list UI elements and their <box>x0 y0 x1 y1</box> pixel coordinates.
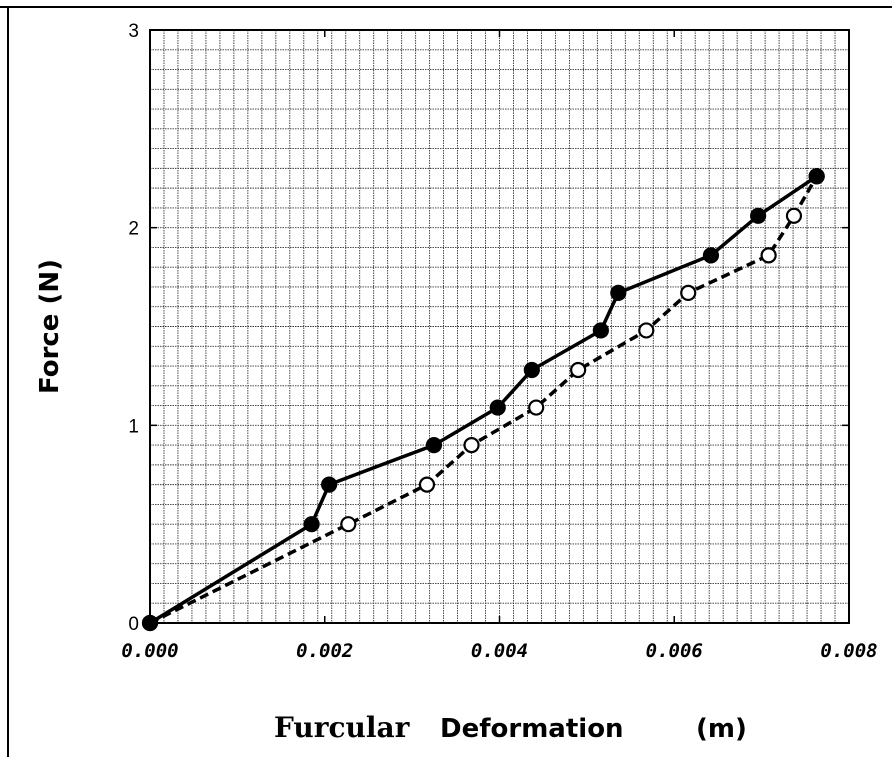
data-point-filled <box>523 361 540 379</box>
data-point-filled <box>141 614 159 632</box>
x-tick-label: 0.000 <box>121 640 178 662</box>
data-point-filled <box>808 168 825 185</box>
x-axis-label-word-2: Deformation <box>440 714 624 744</box>
data-point-filled <box>592 322 609 339</box>
y-tick-label: 1 <box>128 416 139 437</box>
data-point-open <box>785 207 803 224</box>
data-point-filled <box>425 437 443 454</box>
y-tick-label: 3 <box>128 21 139 42</box>
series-line-solid <box>149 174 818 625</box>
page-frame <box>0 6 892 757</box>
x-axis-label-word-1: Furcular <box>274 711 411 744</box>
data-point-filled <box>321 476 338 493</box>
data-point-open <box>418 476 436 493</box>
data-point-filled <box>702 247 720 264</box>
data-point-open <box>570 361 587 379</box>
y-axis-label: Force (N) <box>35 259 65 394</box>
data-point-open <box>680 284 697 301</box>
x-tick-label: 0.004 <box>471 640 528 662</box>
axis-labels: Force (N) Furcular Deformation (m) <box>35 259 747 744</box>
y-tick-label: 2 <box>128 219 139 240</box>
data-point-open <box>340 516 357 533</box>
grid <box>150 30 849 623</box>
data-point-open <box>638 322 655 339</box>
data-point-open <box>463 437 480 454</box>
x-tick-label: 0.008 <box>820 640 877 662</box>
tick-labels: 0.000 0.002 0.004 0.006 0.008 0 1 2 3 <box>121 21 877 662</box>
series-layer <box>141 168 825 632</box>
data-point-open <box>760 247 777 264</box>
y-tick-label: 0 <box>128 614 139 635</box>
data-point-filled <box>610 284 627 301</box>
series-line-dashed <box>149 175 819 625</box>
data-point-filled <box>750 207 767 224</box>
x-axis-label-unit: (m) <box>696 714 747 744</box>
x-tick-label: 0.006 <box>646 640 703 662</box>
data-point-open <box>528 399 545 416</box>
data-point-filled <box>489 399 506 416</box>
x-tick-label: 0.002 <box>296 640 353 662</box>
data-point-filled <box>303 516 320 533</box>
